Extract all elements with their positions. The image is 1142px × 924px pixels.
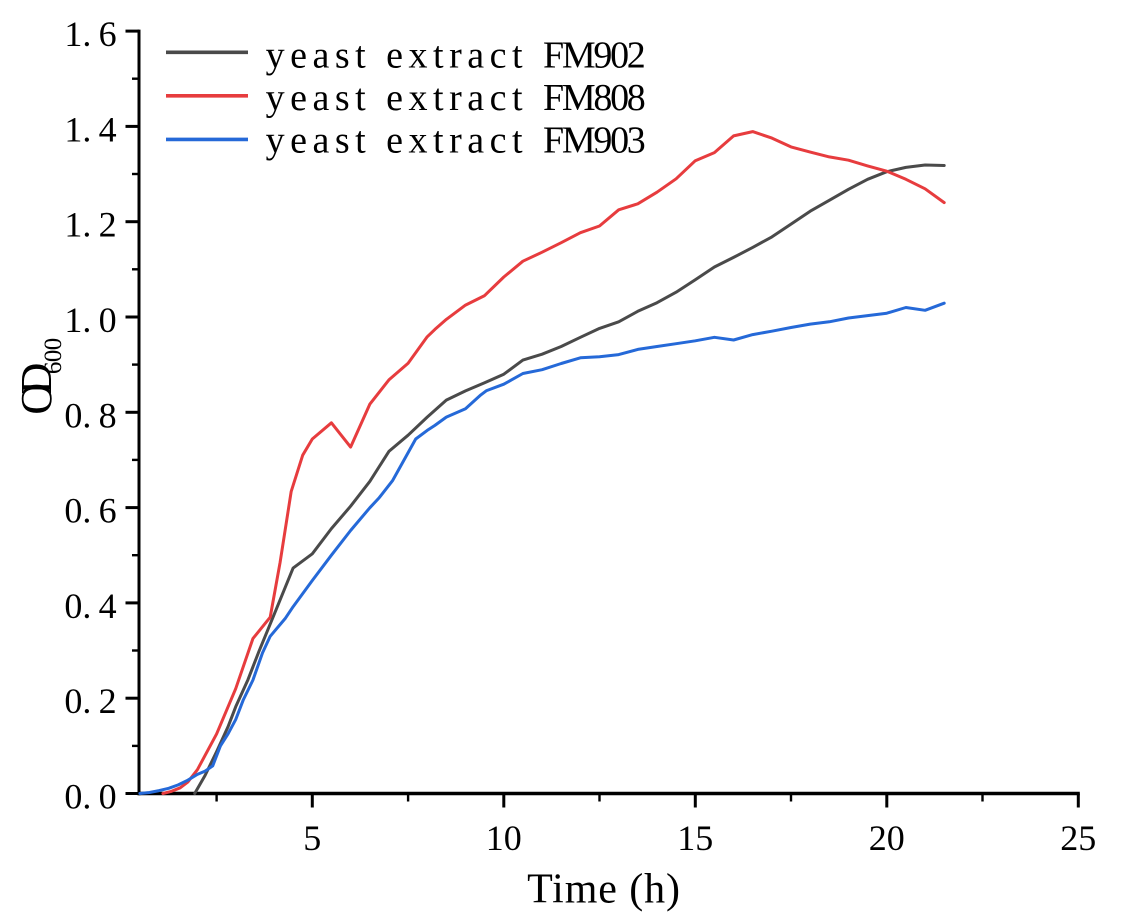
svg-text:5: 5 (303, 818, 321, 858)
svg-text:15: 15 (677, 818, 713, 858)
svg-text:0.4: 0. 4 (64, 586, 116, 626)
svg-text:yeast extract FM902: yeast extract FM902 (266, 34, 644, 76)
svg-text:10: 10 (486, 818, 522, 858)
svg-text:0.8: 0. 8 (64, 395, 116, 435)
svg-text:Time (h): Time (h) (527, 866, 681, 912)
svg-text:0.6: 0. 6 (64, 491, 116, 531)
svg-text:yeast extract FM808: yeast extract FM808 (266, 77, 645, 119)
svg-text:1.0: 1. 0 (64, 300, 116, 340)
svg-text:1.4: 1. 4 (64, 109, 116, 149)
svg-text:25: 25 (1060, 818, 1096, 858)
svg-text:OD600: OD600 (12, 338, 67, 414)
svg-text:1.2: 1. 2 (64, 205, 116, 245)
svg-text:0.0: 0. 0 (64, 777, 116, 817)
svg-text:0.2: 0. 2 (64, 681, 116, 721)
svg-text:yeast extract FM903: yeast extract FM903 (266, 120, 645, 162)
svg-text:1.6: 1. 6 (64, 14, 116, 54)
svg-text:20: 20 (869, 818, 905, 858)
